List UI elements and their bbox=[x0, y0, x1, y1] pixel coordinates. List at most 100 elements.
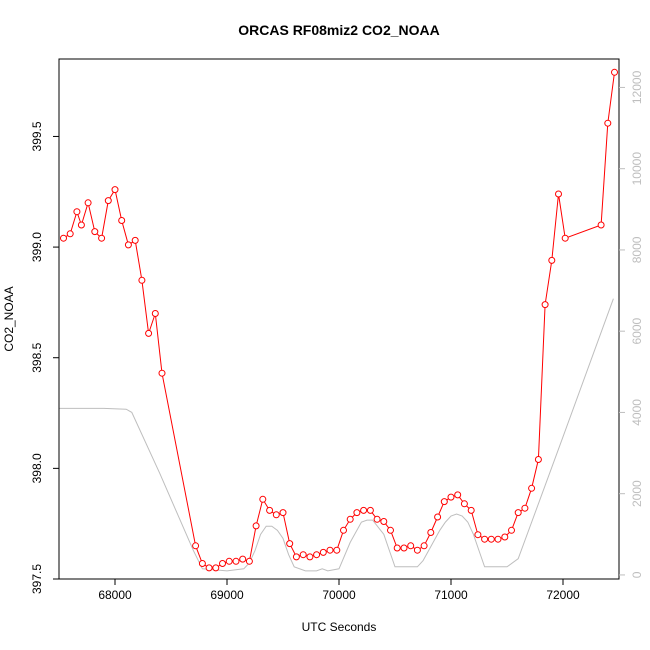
data-point bbox=[73, 208, 81, 216]
y-axis-left: 397.5 398.0 398.5 399.0 399.5 bbox=[30, 121, 59, 594]
y2-tick-label: 6000 bbox=[630, 318, 644, 345]
data-point bbox=[387, 526, 394, 534]
data-point bbox=[373, 515, 381, 523]
data-point bbox=[597, 221, 605, 229]
data-point bbox=[541, 301, 549, 309]
data-point bbox=[440, 498, 448, 506]
data-point bbox=[313, 551, 321, 559]
data-point bbox=[66, 230, 74, 238]
data-point bbox=[279, 509, 287, 517]
x-tick-label: 71000 bbox=[434, 588, 468, 602]
data-point bbox=[299, 551, 307, 559]
data-point bbox=[555, 190, 562, 198]
data-point bbox=[252, 522, 260, 530]
data-point bbox=[259, 495, 267, 503]
data-point bbox=[508, 526, 515, 534]
y-tick-label: 399.5 bbox=[30, 121, 44, 151]
data-point bbox=[205, 564, 213, 572]
data-point bbox=[158, 369, 166, 377]
data-point bbox=[501, 533, 509, 541]
data-point bbox=[145, 329, 153, 337]
plot-points bbox=[60, 68, 618, 572]
data-point bbox=[272, 511, 280, 519]
y2-tick-label: 12000 bbox=[630, 70, 644, 104]
data-point bbox=[353, 509, 361, 517]
data-point bbox=[91, 228, 99, 236]
series-line-right bbox=[59, 298, 614, 572]
data-point bbox=[77, 221, 85, 229]
data-point bbox=[474, 531, 482, 539]
data-point bbox=[138, 276, 146, 284]
y-tick-label: 398.5 bbox=[30, 342, 44, 372]
y2-tick-label: 4000 bbox=[630, 399, 644, 426]
x-axis: 68000 69000 70000 71000 72000 bbox=[98, 579, 580, 602]
data-point bbox=[151, 310, 159, 317]
data-point bbox=[548, 256, 556, 264]
data-point bbox=[232, 557, 240, 565]
y-tick-label: 399.0 bbox=[30, 232, 44, 262]
data-point bbox=[306, 553, 314, 561]
data-point bbox=[380, 518, 388, 525]
y-axis-label: CO2_NOAA bbox=[2, 286, 16, 351]
y-axis-right: 0 2000 4000 6000 8000 10000 12000 bbox=[619, 70, 644, 578]
x-tick-label: 69000 bbox=[210, 588, 244, 602]
data-point bbox=[111, 186, 119, 194]
data-point bbox=[528, 484, 536, 492]
x-tick-label: 68000 bbox=[98, 588, 132, 602]
data-point bbox=[98, 234, 106, 242]
chart-title: ORCAS RF08miz2 CO2_NOAA bbox=[238, 22, 440, 38]
data-point bbox=[481, 535, 489, 543]
data-point bbox=[366, 506, 374, 514]
data-point bbox=[427, 529, 435, 536]
y2-tick-label: 2000 bbox=[630, 480, 644, 507]
x-tick-label: 72000 bbox=[546, 588, 580, 602]
data-point bbox=[212, 564, 220, 572]
y2-tick-label: 10000 bbox=[630, 152, 644, 186]
data-point bbox=[333, 546, 341, 554]
data-point bbox=[420, 542, 428, 550]
data-point bbox=[266, 506, 274, 514]
data-point bbox=[192, 542, 200, 550]
data-point bbox=[400, 544, 408, 552]
data-point bbox=[407, 542, 415, 550]
data-point bbox=[494, 535, 502, 543]
data-point bbox=[225, 557, 233, 565]
data-point bbox=[514, 509, 522, 517]
data-point bbox=[104, 197, 112, 205]
data-point bbox=[413, 546, 421, 554]
data-point bbox=[434, 513, 442, 521]
x-tick-label: 70000 bbox=[322, 588, 356, 602]
data-point bbox=[239, 555, 247, 563]
x-axis-label: UTC Seconds bbox=[302, 620, 377, 634]
data-point bbox=[346, 515, 354, 523]
data-point bbox=[611, 68, 618, 76]
data-point bbox=[84, 199, 92, 207]
data-point bbox=[487, 535, 495, 543]
data-point bbox=[534, 456, 542, 463]
data-point bbox=[60, 234, 67, 242]
data-point bbox=[360, 506, 368, 514]
data-point bbox=[460, 500, 468, 508]
data-point bbox=[521, 504, 529, 512]
data-point bbox=[118, 217, 126, 224]
data-point bbox=[131, 236, 139, 244]
y2-tick-label: 8000 bbox=[630, 236, 644, 263]
data-point bbox=[286, 540, 294, 548]
data-point bbox=[219, 560, 226, 567]
data-point bbox=[393, 544, 401, 552]
data-point bbox=[326, 546, 334, 554]
data-point bbox=[447, 493, 455, 501]
data-point bbox=[467, 506, 475, 514]
data-point bbox=[124, 241, 132, 249]
data-point bbox=[292, 553, 300, 561]
data-point bbox=[198, 560, 206, 567]
data-point bbox=[245, 557, 253, 565]
data-point bbox=[340, 526, 347, 534]
y-tick-label: 398.0 bbox=[30, 453, 44, 483]
y2-tick-label: 0 bbox=[630, 571, 644, 578]
y-tick-label: 397.5 bbox=[30, 564, 44, 594]
data-point bbox=[604, 119, 612, 127]
data-point bbox=[561, 234, 569, 242]
